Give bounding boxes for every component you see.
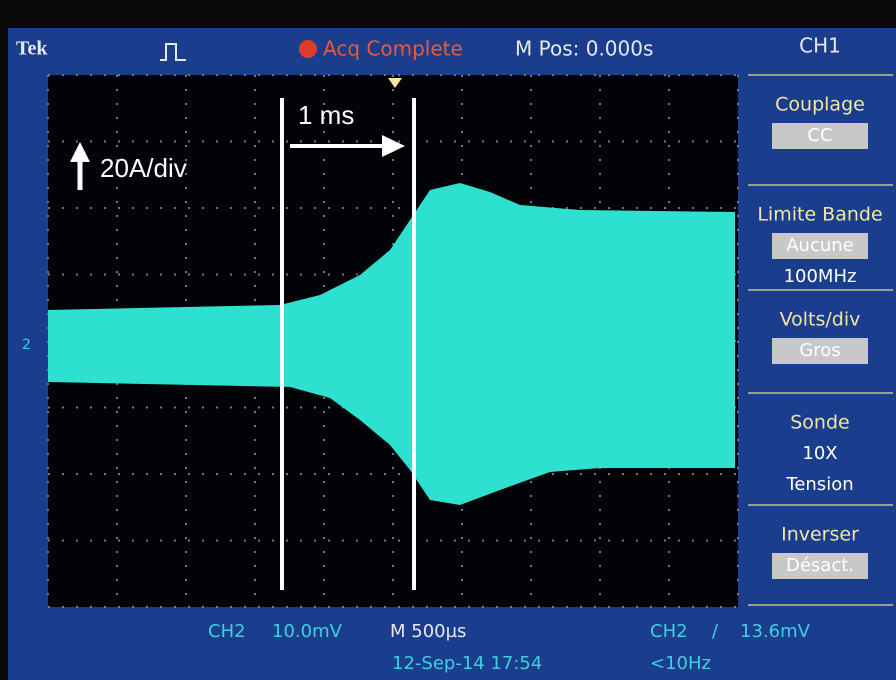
trigger-marker (388, 78, 402, 88)
channel-marker: 2 (22, 337, 31, 353)
side-menu: CH1 Couplage CC Limite Bande Aucune 100MHz Vol… (748, 34, 893, 606)
time-annotation: 1 ms (298, 100, 354, 130)
footer-frequency: <10Hz (650, 653, 711, 674)
menu-value: Aucune (786, 235, 854, 256)
menu-value-box (772, 233, 868, 259)
menu-value: 100MHz (784, 266, 857, 287)
footer-trigger-slope: ∕ (712, 621, 719, 642)
footer-volts: 10.0mV (272, 621, 343, 642)
menu-label: Sonde (790, 412, 849, 434)
arrow-head (382, 135, 405, 157)
menu-channel: CH1 (799, 34, 841, 58)
footer-timebase: M 500µs (390, 621, 466, 642)
acq-icon (160, 43, 186, 61)
footer-datetime: 12-Sep-14 17:54 (392, 653, 542, 674)
menu-value-box (772, 553, 868, 579)
brand: Tek (16, 38, 48, 60)
menu-value: Tension (785, 474, 853, 495)
menu-value: Désact. (786, 555, 854, 576)
status: Acq Complete (323, 37, 463, 61)
position: M Pos: 0.000s (515, 37, 653, 61)
menu-value: CC (807, 125, 832, 146)
up-arrow-head (70, 142, 90, 162)
menu-value-box (772, 338, 868, 364)
status-dot (299, 40, 317, 58)
menu-value: 10X (802, 443, 837, 464)
scale-annotation: 20A/div (100, 153, 187, 183)
menu-value: Gros (799, 340, 840, 361)
menu-label: Inverser (781, 524, 859, 546)
footer-trigger-channel: CH2 (650, 621, 688, 642)
menu-label: Limite Bande (757, 204, 882, 226)
menu-label: Couplage (775, 94, 865, 116)
footer-trigger-level: 13.6mV (740, 621, 811, 642)
waveform-envelope (48, 183, 735, 505)
footer-channel: CH2 (208, 621, 246, 642)
menu-value-box (772, 123, 868, 149)
menu-label: Volts/div (780, 309, 861, 331)
